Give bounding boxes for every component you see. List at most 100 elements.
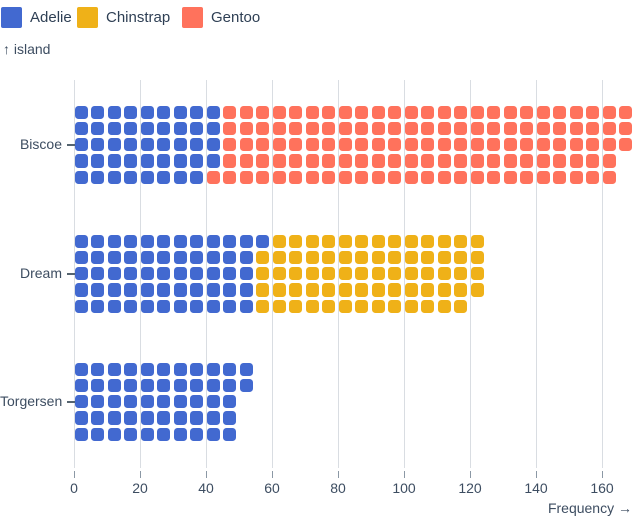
waffle-cell-gentoo xyxy=(272,170,286,185)
waffle-cell-gentoo xyxy=(586,138,600,152)
legend: Adelie Chinstrap Gentoo xyxy=(0,0,640,34)
waffle-cell-chinstrap xyxy=(421,299,435,314)
waffle-cell-gentoo xyxy=(520,154,534,168)
waffle-cell-adelie xyxy=(190,283,204,297)
waffle-cell-chinstrap xyxy=(272,250,286,265)
waffle-cell-chinstrap xyxy=(355,250,369,265)
waffle-cell-gentoo xyxy=(619,121,633,136)
waffle-cell-adelie xyxy=(190,170,204,185)
waffle-cell-adelie xyxy=(206,411,220,425)
waffle-cell-adelie xyxy=(157,378,171,393)
waffle-cell-chinstrap xyxy=(388,250,402,265)
waffle-cell-gentoo xyxy=(520,170,534,185)
waffle-cell-adelie xyxy=(74,378,88,393)
waffle-cell-chinstrap xyxy=(305,267,319,281)
y-category-label-torgersen: Torgersen xyxy=(0,393,63,410)
waffle-cell-chinstrap xyxy=(421,267,435,281)
waffle-cell-chinstrap xyxy=(371,234,385,248)
x-tick-120 xyxy=(470,471,471,478)
waffle-cell-adelie xyxy=(91,105,105,119)
x-tick-160 xyxy=(602,471,603,478)
waffle-cell-gentoo xyxy=(503,105,517,119)
x-tick-label-40: 40 xyxy=(198,480,214,496)
waffle-cell-adelie xyxy=(124,427,138,442)
waffle-cell-adelie xyxy=(124,170,138,185)
waffle-cell-gentoo xyxy=(619,105,633,119)
waffle-cell-adelie xyxy=(223,283,237,297)
waffle-cell-adelie xyxy=(239,267,253,281)
waffle-cell-gentoo xyxy=(619,138,633,152)
waffle-cell-adelie xyxy=(124,105,138,119)
waffle-cell-chinstrap xyxy=(421,234,435,248)
waffle-cell-gentoo xyxy=(536,154,550,168)
waffle-cell-gentoo xyxy=(602,170,616,185)
x-tick-80 xyxy=(338,471,339,478)
waffle-cell-gentoo xyxy=(536,138,550,152)
waffle-cell-chinstrap xyxy=(289,250,303,265)
waffle-cell-adelie xyxy=(190,234,204,248)
waffle-cell-gentoo xyxy=(223,121,237,136)
x-tick-label-0: 0 xyxy=(70,480,78,496)
waffle-cell-adelie xyxy=(107,154,121,168)
waffle-cell-gentoo xyxy=(454,170,468,185)
waffle-cell-gentoo xyxy=(487,170,501,185)
waffle-cell-adelie xyxy=(107,427,121,442)
waffle-cell-chinstrap xyxy=(371,283,385,297)
waffle-cell-gentoo xyxy=(553,138,567,152)
x-tick-label-80: 80 xyxy=(330,480,346,496)
waffle-cell-adelie xyxy=(223,395,237,409)
waffle-cell-gentoo xyxy=(322,138,336,152)
waffle-cell-chinstrap xyxy=(454,283,468,297)
y-category-label-biscoe: Biscoe xyxy=(19,136,62,153)
waffle-cell-adelie xyxy=(107,138,121,152)
waffle-cell-adelie xyxy=(140,250,154,265)
waffle-cell-chinstrap xyxy=(305,283,319,297)
waffle-cell-gentoo xyxy=(223,170,237,185)
x-tick-label-20: 20 xyxy=(132,480,148,496)
waffle-cell-adelie xyxy=(124,378,138,393)
waffle-cell-gentoo xyxy=(487,154,501,168)
waffle-cell-chinstrap xyxy=(404,299,418,314)
waffle-cell-adelie xyxy=(206,105,220,119)
waffle-cell-adelie xyxy=(107,395,121,409)
waffle-cell-gentoo xyxy=(322,121,336,136)
waffle-cell-gentoo xyxy=(536,105,550,119)
waffle-cell-chinstrap xyxy=(388,267,402,281)
waffle-cell-gentoo xyxy=(586,105,600,119)
waffle-cell-gentoo xyxy=(388,170,402,185)
waffle-cell-adelie xyxy=(74,427,88,442)
waffle-cell-gentoo xyxy=(421,154,435,168)
waffle-cell-adelie xyxy=(74,105,88,119)
x-tick-label-120: 120 xyxy=(458,480,482,496)
waffle-cell-chinstrap xyxy=(437,234,451,248)
waffle-cell-gentoo xyxy=(421,138,435,152)
waffle-cell-gentoo xyxy=(305,170,319,185)
gridline-x-140 xyxy=(536,80,537,468)
waffle-cell-gentoo xyxy=(388,121,402,136)
waffle-cell-gentoo xyxy=(404,154,418,168)
waffle-cell-adelie xyxy=(206,362,220,376)
waffle-cell-gentoo xyxy=(602,105,616,119)
waffle-cell-adelie xyxy=(91,427,105,442)
waffle-cell-chinstrap xyxy=(256,267,270,281)
waffle-cell-chinstrap xyxy=(454,267,468,281)
waffle-cell-gentoo xyxy=(602,121,616,136)
waffle-cell-adelie xyxy=(107,105,121,119)
x-tick-140 xyxy=(536,471,537,478)
waffle-cell-gentoo xyxy=(404,138,418,152)
waffle-cell-chinstrap xyxy=(454,234,468,248)
waffle-cell-gentoo xyxy=(569,121,583,136)
waffle-cell-gentoo xyxy=(520,105,534,119)
waffle-cell-chinstrap xyxy=(322,234,336,248)
waffle-cell-gentoo xyxy=(289,121,303,136)
waffle-cell-adelie xyxy=(74,170,88,185)
legend-item-adelie: Adelie xyxy=(1,7,72,28)
waffle-cell-adelie xyxy=(140,283,154,297)
waffle-cell-adelie xyxy=(190,121,204,136)
waffle-cell-chinstrap xyxy=(338,267,352,281)
waffle-cell-gentoo xyxy=(520,121,534,136)
waffle-cell-gentoo xyxy=(256,138,270,152)
waffle-cell-gentoo xyxy=(239,105,253,119)
waffle-cell-adelie xyxy=(107,170,121,185)
